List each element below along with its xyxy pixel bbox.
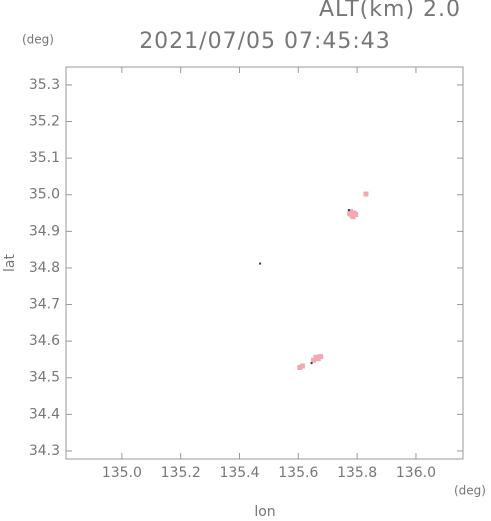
- y-tick-label: 35.0: [29, 187, 60, 203]
- echo-point: [310, 362, 313, 365]
- y-tick-label: 35.2: [29, 114, 60, 130]
- x-tick-label: 135.4: [219, 465, 259, 481]
- y-tick-label: 34.5: [29, 370, 60, 386]
- y-tick-label: 35.1: [29, 150, 60, 166]
- y-tick-label: 34.6: [29, 333, 60, 349]
- x-tick-label: 135.8: [337, 465, 377, 481]
- y-tick-label: 34.4: [29, 406, 60, 422]
- x-tick-label: 135.6: [278, 465, 318, 481]
- echo-point: [347, 209, 350, 212]
- chart-title: 2021/07/05 07:45:43: [139, 29, 391, 54]
- echo-point: [353, 212, 359, 218]
- x-unit: (deg): [454, 484, 486, 498]
- y-unit: (deg): [22, 33, 54, 47]
- x-tick-label: 135.2: [161, 465, 201, 481]
- echo-point: [350, 214, 356, 220]
- y-tick-label: 34.8: [29, 260, 60, 276]
- y-tick-label: 35.3: [29, 77, 60, 93]
- plot-frame: [65, 66, 464, 460]
- echo-point: [297, 364, 303, 370]
- y-tick-label: 34.9: [29, 223, 60, 239]
- altitude-label: ALT(km) 2.0: [319, 0, 461, 22]
- echo-point: [259, 262, 262, 265]
- y-axis-label: lat: [2, 254, 18, 272]
- x-axis-label: lon: [254, 504, 275, 520]
- x-tick-label: 135.0: [102, 465, 142, 481]
- echo-point: [311, 357, 317, 363]
- echo-point: [318, 354, 324, 360]
- y-tick-label: 34.7: [29, 297, 60, 313]
- echo-point: [348, 209, 354, 215]
- x-tick-label: 136.0: [396, 465, 436, 481]
- y-tick-label: 34.3: [29, 443, 60, 459]
- echo-point: [299, 363, 305, 369]
- echo-point: [363, 191, 369, 197]
